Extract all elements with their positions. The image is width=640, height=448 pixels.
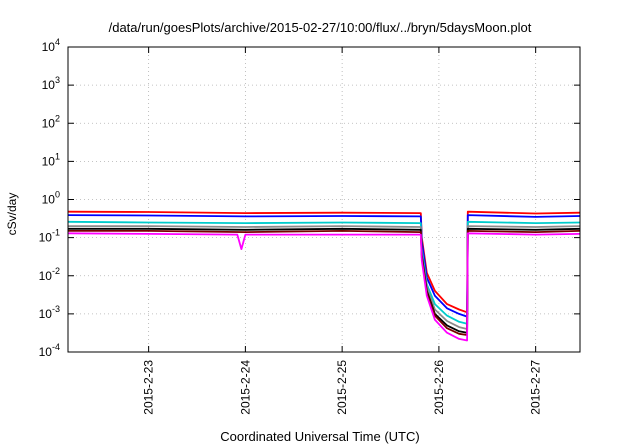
y-axis-label: cSv/day	[5, 192, 19, 236]
x-tick-label: 2015-2-24	[238, 360, 252, 415]
y-tick-label: 10-4	[39, 342, 60, 359]
y-tick-label: 103	[42, 75, 60, 92]
y-tick-label: 101	[42, 151, 60, 168]
y-tick-label: 10-2	[39, 266, 60, 283]
x-tick-label: 2015-2-27	[529, 360, 543, 415]
y-tick-label: 10-1	[39, 228, 60, 245]
series-line-6	[68, 229, 581, 336]
y-tick-label: 102	[42, 113, 60, 130]
series-line-7	[67, 232, 581, 342]
chart-title: /data/run/goesPlots/archive/2015-02-27/1…	[108, 20, 532, 35]
x-tick-label: 2015-2-23	[142, 360, 156, 415]
y-tick-label: 100	[42, 190, 60, 207]
x-tick-label: 2015-2-25	[335, 360, 349, 415]
series-line-3	[67, 220, 581, 325]
y-tick-label: 10-3	[39, 304, 60, 321]
x-tick-label: 2015-2-26	[432, 360, 446, 415]
y-tick-label: 104	[42, 37, 60, 54]
x-axis-label: Coordinated Universal Time (UTC)	[220, 429, 420, 444]
series-line-5	[68, 227, 581, 334]
